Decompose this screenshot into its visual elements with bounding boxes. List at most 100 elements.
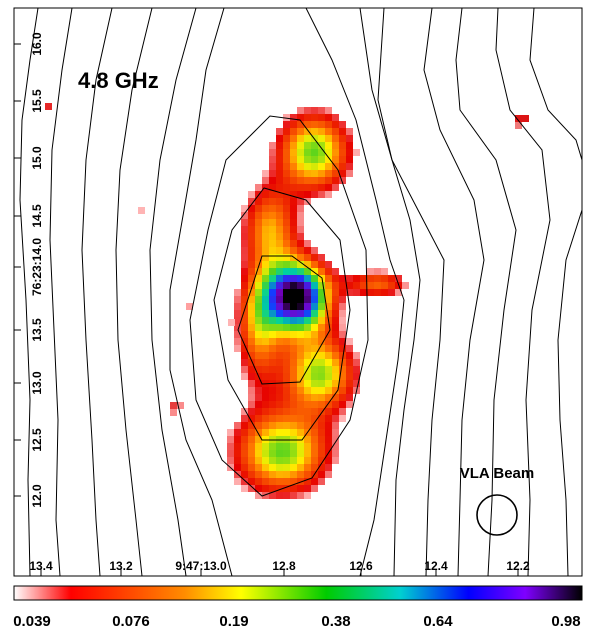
emission-pixel (262, 373, 269, 380)
emission-pixel (339, 303, 346, 310)
emission-pixel (311, 394, 318, 401)
noise-pixel (515, 122, 522, 129)
emission-pixel (276, 184, 283, 191)
emission-pixel (290, 177, 297, 184)
emission-pixel (276, 366, 283, 373)
emission-pixel (325, 436, 332, 443)
emission-pixel (311, 401, 318, 408)
emission-pixel (353, 275, 360, 282)
emission-pixel (269, 352, 276, 359)
emission-pixel (311, 289, 318, 296)
emission-pixel (269, 163, 276, 170)
emission-pixel (269, 373, 276, 380)
emission-pixel (325, 142, 332, 149)
emission-pixel (297, 296, 304, 303)
emission-pixel (290, 408, 297, 415)
emission-pixel (290, 226, 297, 233)
emission-pixel (325, 429, 332, 436)
emission-pixel (290, 156, 297, 163)
emission-pixel (325, 275, 332, 282)
emission-pixel (318, 163, 325, 170)
emission-pixel (248, 366, 255, 373)
emission-pixel (332, 282, 339, 289)
emission-pixel (283, 198, 290, 205)
emission-map (45, 103, 529, 499)
emission-pixel (276, 373, 283, 380)
x-tick-label: 12.2 (506, 559, 530, 573)
noise-pixel (170, 409, 177, 416)
emission-pixel (276, 212, 283, 219)
emission-pixel (311, 268, 318, 275)
emission-pixel (339, 296, 346, 303)
emission-pixel (290, 282, 297, 289)
contour-line (305, 8, 405, 576)
emission-pixel (234, 310, 241, 317)
noise-pixel (138, 207, 145, 214)
emission-pixel (283, 303, 290, 310)
emission-pixel (234, 478, 241, 485)
emission-pixel (234, 422, 241, 429)
emission-pixel (290, 345, 297, 352)
emission-pixel (269, 359, 276, 366)
emission-pixel (353, 289, 360, 296)
y-tick-label: 13.0 (30, 371, 44, 395)
emission-pixel (297, 205, 304, 212)
emission-pixel (297, 324, 304, 331)
emission-pixel (241, 408, 248, 415)
emission-pixel (346, 387, 353, 394)
emission-pixel (283, 156, 290, 163)
emission-pixel (290, 352, 297, 359)
emission-pixel (276, 296, 283, 303)
emission-pixel (248, 485, 255, 492)
emission-pixel (241, 212, 248, 219)
emission-pixel (297, 163, 304, 170)
emission-pixel (339, 345, 346, 352)
contour-line (359, 8, 421, 576)
emission-pixel (241, 254, 248, 261)
noise-pixel (170, 402, 177, 409)
emission-pixel (262, 261, 269, 268)
emission-pixel (297, 429, 304, 436)
emission-pixel (318, 457, 325, 464)
emission-pixel (255, 429, 262, 436)
emission-pixel (297, 464, 304, 471)
emission-pixel (297, 156, 304, 163)
noise-pixel (228, 319, 235, 326)
emission-pixel (318, 471, 325, 478)
emission-pixel (388, 282, 395, 289)
x-tick-label: 12.6 (349, 559, 373, 573)
emission-pixel (241, 226, 248, 233)
emission-pixel (304, 142, 311, 149)
emission-pixel (262, 289, 269, 296)
emission-pixel (269, 443, 276, 450)
emission-pixel (234, 338, 241, 345)
emission-pixel (283, 380, 290, 387)
emission-pixel (248, 352, 255, 359)
emission-pixel (248, 415, 255, 422)
emission-pixel (248, 205, 255, 212)
emission-pixel (290, 492, 297, 499)
emission-pixel (262, 219, 269, 226)
emission-pixel (304, 268, 311, 275)
noise-pixel (45, 103, 52, 110)
emission-pixel (248, 394, 255, 401)
emission-pixel (234, 450, 241, 457)
emission-pixel (311, 310, 318, 317)
emission-pixel (290, 114, 297, 121)
emission-pixel (304, 324, 311, 331)
emission-pixel (332, 296, 339, 303)
emission-pixel (374, 275, 381, 282)
emission-pixel (290, 268, 297, 275)
emission-pixel (311, 156, 318, 163)
emission-pixel (304, 450, 311, 457)
emission-pixel (241, 422, 248, 429)
emission-pixel (311, 485, 318, 492)
emission-pixel (318, 331, 325, 338)
emission-pixel (241, 247, 248, 254)
emission-pixel (297, 240, 304, 247)
emission-pixel (346, 366, 353, 373)
emission-pixel (353, 352, 360, 359)
x-tick-label: 12.8 (272, 559, 296, 573)
emission-pixel (262, 387, 269, 394)
emission-pixel (332, 352, 339, 359)
